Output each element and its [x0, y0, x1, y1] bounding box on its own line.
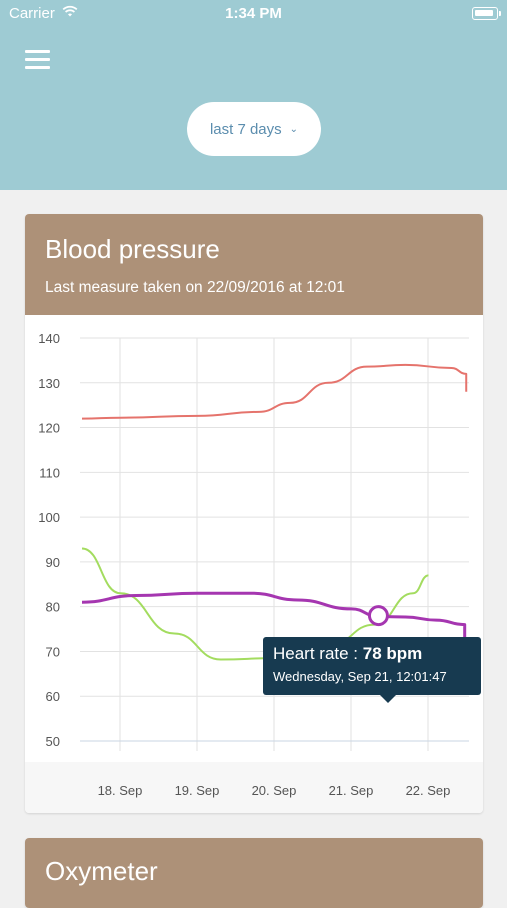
tooltip-label: Heart rate :: [273, 644, 363, 663]
blood-pressure-chart[interactable]: 140 130 120 110 100 90 80 70 60 50 18. Sep 19. Sep 2…: [25, 315, 483, 813]
highlight-marker: [367, 605, 389, 627]
y-tick-label: 100: [38, 510, 60, 525]
x-axis-band: [25, 762, 483, 813]
card-title: Oxymeter: [45, 856, 158, 886]
systolic-line: [81, 363, 468, 420]
y-tick-label: 60: [46, 689, 60, 704]
tooltip-value: 78 bpm: [362, 644, 423, 663]
period-dropdown[interactable]: last 7 days ⌄: [187, 102, 321, 156]
card-title: Blood pressure: [45, 234, 220, 264]
heart-rate-line: [81, 591, 467, 683]
status-time: 1:34 PM: [225, 5, 282, 22]
hamburger-menu-icon[interactable]: [25, 50, 51, 70]
status-bar: Carrier 1:34 PM: [0, 0, 507, 28]
y-tick-label: 140: [38, 331, 60, 346]
tooltip-date: Wednesday, Sep 21, 12:01:47: [273, 669, 447, 684]
x-tick-label: 21. Sep: [329, 783, 374, 798]
x-tick-label: 22. Sep: [406, 783, 451, 798]
battery-icon: [472, 7, 501, 20]
blood-pressure-card[interactable]: Blood pressure Last measure taken on 22/…: [25, 214, 483, 813]
app-header: Carrier 1:34 PM last 7 days ⌄: [0, 0, 507, 190]
card-header: Blood pressure Last measure taken on 22/…: [25, 214, 483, 315]
y-tick-label: 70: [46, 644, 60, 659]
card-header: Oxymeter: [25, 838, 483, 908]
last-measure-text: Last measure taken on 22/09/2016 at 12:0…: [45, 279, 345, 296]
y-tick-label: 120: [38, 421, 60, 436]
y-tick-label: 50: [46, 734, 60, 749]
chevron-down-icon: ⌄: [289, 124, 299, 135]
x-tick-label: 20. Sep: [252, 783, 297, 798]
oxymeter-card[interactable]: Oxymeter: [25, 838, 483, 908]
x-tick-label: 19. Sep: [175, 783, 220, 798]
y-tick-label: 130: [38, 376, 60, 391]
carrier-label: Carrier: [9, 5, 55, 22]
y-tick-label: 80: [46, 600, 60, 615]
y-tick-label: 90: [46, 555, 60, 570]
wifi-icon: [62, 5, 78, 17]
y-tick-label: 110: [39, 465, 60, 480]
x-tick-label: 18. Sep: [98, 783, 143, 798]
period-label: last 7 days: [209, 120, 282, 138]
chart-tooltip: Heart rate : 78 bpm Wednesday, Sep 21, 1…: [263, 637, 481, 703]
chart-svg: 140 130 120 110 100 90 80 70 60 50 18. Sep 19. Sep 2…: [25, 331, 483, 813]
